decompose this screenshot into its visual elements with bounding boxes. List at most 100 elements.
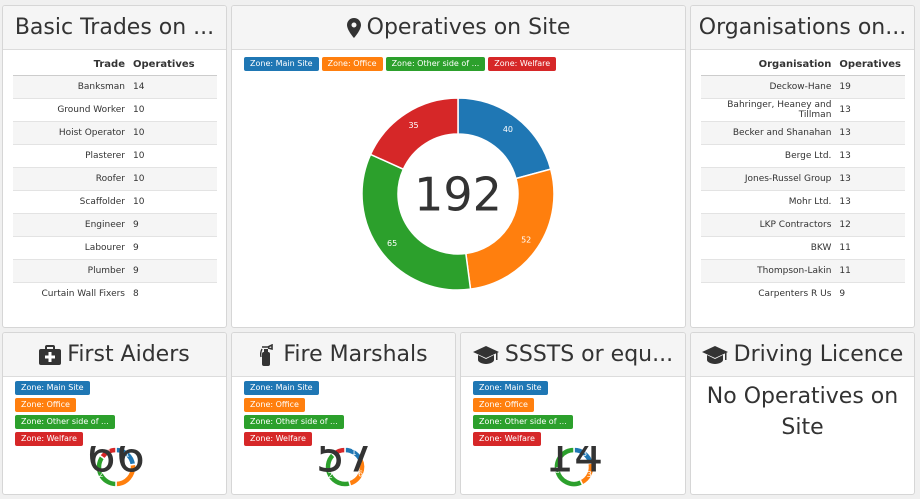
trade-row: Engineer 9 (13, 213, 217, 237)
fire-marshals-panel: Fire Marshals Zone: Main Site Zone: Offic… (231, 332, 456, 495)
organisation-row: BKW 11 (701, 236, 905, 260)
organisations-title: Organisations on... (691, 6, 914, 50)
legend-item[interactable]: Zone: Office (473, 398, 534, 412)
graduation-cap-icon (701, 345, 728, 364)
organisation-row: Bahringer, Heaney and Tillman 13 (701, 98, 905, 122)
trade-row: Curtain Wall Fixers 8 (13, 282, 217, 306)
slice-label: 2 (328, 471, 333, 480)
row-name: Scaffolder (13, 190, 129, 214)
first-aiders-panel: First Aiders Zone: Main Site Zone: Office… (2, 332, 227, 495)
organisation-row: Mohr Ltd. 13 (701, 190, 905, 214)
organisation-row: Berge Ltd. 13 (701, 144, 905, 168)
fire-marshals-title: Fire Marshals (283, 342, 428, 367)
legend-item[interactable]: Zone: Office (15, 398, 76, 412)
fire-marshals-legend: Zone: Main Site Zone: Office Zone: Other s… (232, 377, 455, 446)
organisation-row: Carpenters R Us 9 (701, 282, 905, 306)
slice-label: 3 (587, 470, 592, 479)
donut-slice[interactable] (464, 168, 555, 291)
trade-row: Plasterer 10 (13, 144, 217, 168)
donut-slice[interactable] (98, 446, 117, 460)
donut-slice[interactable] (457, 97, 552, 180)
legend-item[interactable]: Zone: Welfare (15, 432, 83, 446)
first-aiders-title-bar: First Aiders (3, 333, 226, 377)
organisation-row: Thompson-Lakin 11 (701, 259, 905, 283)
row-count: 10 (129, 167, 217, 191)
basic-trades-panel: Basic Trades on ... Trade Operatives Ban… (2, 5, 227, 328)
row-count: 11 (835, 236, 905, 260)
trade-column-header: Trade (13, 53, 129, 76)
donut-total: 66 (87, 446, 146, 483)
sssts-panel: SSSTS or equ... Zone: Main Site Zone: Off… (460, 332, 686, 495)
row-name: Berge Ltd. (701, 144, 836, 168)
trade-row: Roofer 10 (13, 167, 217, 191)
slice-label: 4 (106, 447, 111, 456)
trade-row: Hoist Operator 10 (13, 121, 217, 145)
row-name: LKP Contractors (701, 213, 836, 237)
row-name: Hoist Operator (13, 121, 129, 145)
row-count: 13 (835, 121, 905, 145)
donut-slice[interactable] (553, 446, 584, 488)
slice-label: 1 (351, 448, 356, 457)
row-count: 10 (129, 98, 217, 122)
legend-item[interactable]: Zone: Main Site (244, 381, 319, 395)
operatives-donut-chart: 40 52 65 35 192 (361, 97, 555, 291)
row-count: 9 (129, 236, 217, 260)
first-aiders-legend: Zone: Main Site Zone: Office Zone: Other s… (3, 377, 226, 446)
slice-label: 65 (387, 239, 397, 248)
legend-item[interactable]: Zone: Other side of ... (473, 415, 573, 429)
row-name: BKW (701, 236, 836, 260)
donut-slice[interactable] (369, 97, 459, 171)
legend-item[interactable]: Zone: Main Site (15, 381, 90, 395)
donut-slice[interactable] (329, 446, 346, 459)
sssts-title: SSSTS or equ... (504, 342, 674, 367)
first-aiders-title: First Aiders (67, 342, 190, 367)
legend-item[interactable]: Zone: Other side of ... (244, 415, 344, 429)
legend-item[interactable]: Zone: Office (321, 57, 383, 71)
row-count: 13 (835, 190, 905, 214)
sssts-title-bar: SSSTS or equ... (461, 333, 685, 377)
legend-item[interactable]: Zone: Main Site (244, 57, 319, 71)
row-name: Roofer (13, 167, 129, 191)
trade-row: Labourer 9 (13, 236, 217, 260)
legend-item[interactable]: Zone: Welfare (488, 57, 557, 71)
row-name: Plasterer (13, 144, 129, 168)
slice-label: 6 (358, 469, 363, 478)
legend-item[interactable]: Zone: Office (244, 398, 305, 412)
graduation-cap-icon (472, 345, 499, 364)
operatives-title: Operatives on Site (366, 15, 571, 40)
operatives-panel: Operatives on Site Zone: Main Site Zone: … (231, 5, 686, 328)
first-aid-kit-icon (39, 344, 62, 365)
org-operatives-column-header: Operatives (835, 53, 905, 76)
organisations-panel: Organisations on... Organisation Operati… (690, 5, 915, 328)
row-count: 9 (129, 259, 217, 283)
row-count: 14 (129, 75, 217, 99)
organisation-row: Becker and Shanahan 13 (701, 121, 905, 145)
legend-item[interactable]: Zone: Welfare (473, 432, 541, 446)
row-count: 19 (835, 75, 905, 99)
row-name: Thompson-Lakin (701, 259, 836, 283)
row-count: 13 (835, 144, 905, 168)
slice-label: 40 (503, 125, 513, 134)
row-name: Plumber (13, 259, 129, 283)
basic-trades-table: Trade Operatives Banksman 14 Ground Worker… (13, 53, 217, 306)
slice-label: 3 (582, 449, 587, 458)
row-name: Banksman (13, 75, 129, 99)
donut-total: 192 (414, 168, 502, 222)
driving-licence-title-bar: Driving Licence (691, 333, 914, 377)
operatives-legend: Zone: Main Site Zone: Office Zone: Other s… (232, 50, 685, 71)
row-name: Deckow-Hane (701, 75, 836, 99)
row-name: Labourer (13, 236, 129, 260)
slice-label: 8 (555, 466, 560, 475)
row-name: Bahringer, Heaney and Tillman (701, 98, 836, 122)
row-count: 12 (835, 213, 905, 237)
driving-licence-panel: Driving Licence No Operatives on Site (690, 332, 915, 495)
legend-item[interactable]: Zone: Other side of ... (15, 415, 115, 429)
legend-item[interactable]: Zone: Main Site (473, 381, 548, 395)
operatives-column-header: Operatives (129, 53, 217, 76)
donut-slice[interactable] (361, 153, 472, 291)
legend-item[interactable]: Zone: Welfare (244, 432, 312, 446)
fire-extinguisher-icon (259, 343, 277, 366)
row-count: 10 (129, 144, 217, 168)
basic-trades-title: Basic Trades on ... (3, 6, 226, 50)
legend-item[interactable]: Zone: Other side of ... (385, 57, 486, 71)
